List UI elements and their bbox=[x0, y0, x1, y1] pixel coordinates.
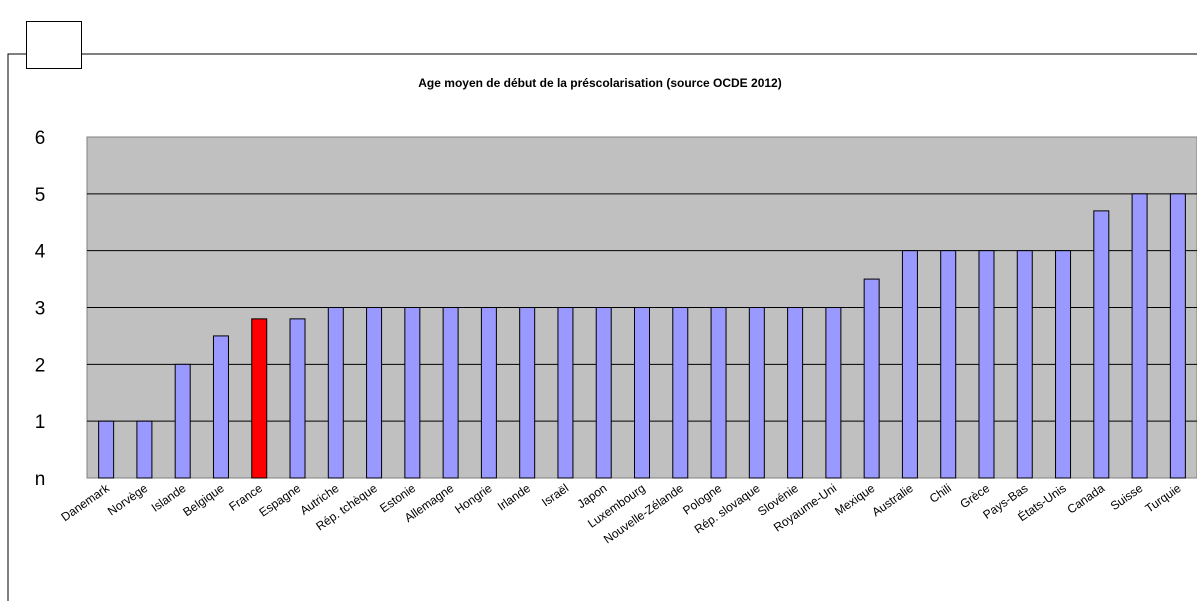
x-tick-label: Mexique bbox=[832, 481, 877, 519]
bar-Norvège bbox=[136, 420, 153, 479]
bars bbox=[98, 193, 1186, 479]
y-tick-label: 3 bbox=[35, 299, 46, 320]
x-tick-label: Hongrie bbox=[452, 481, 495, 517]
bar-Grèce bbox=[978, 250, 995, 479]
x-tick-label: Belgique bbox=[180, 481, 227, 519]
y-tick-label: 2 bbox=[35, 355, 46, 376]
bar-France bbox=[251, 318, 268, 479]
legend-box bbox=[26, 21, 82, 69]
bar-États-Unis bbox=[1055, 250, 1072, 479]
bar-Luxembourg bbox=[634, 307, 650, 479]
bar-Canada bbox=[1093, 210, 1110, 479]
bar-Irlande bbox=[519, 307, 536, 479]
chart-title: Age moyen de début de la préscolarisatio… bbox=[418, 76, 781, 90]
x-tick-label: Australie bbox=[869, 481, 916, 519]
x-tick-label: Israël bbox=[539, 481, 571, 509]
x-tick-label: Irlande bbox=[495, 481, 533, 514]
bar-Australie bbox=[901, 250, 918, 479]
bar-Turquie bbox=[1169, 193, 1186, 479]
y-tick-label: 4 bbox=[35, 242, 46, 263]
bar-Islande bbox=[174, 363, 191, 479]
x-tick-label: Norvège bbox=[105, 481, 150, 519]
bar-Rép. tchèque bbox=[366, 307, 383, 479]
bar-Nouvelle-Zélande bbox=[672, 307, 689, 479]
bar-Slovénie bbox=[787, 307, 804, 479]
x-tick-label: Rép. slovaque bbox=[692, 481, 763, 537]
bar-Danemark bbox=[98, 420, 115, 479]
bar-Chili bbox=[940, 250, 957, 479]
y-tick-label: n bbox=[35, 469, 46, 490]
bar-Hongrie bbox=[480, 307, 497, 479]
bar-Rép. slovaque bbox=[748, 307, 765, 479]
x-tick-label: Chili bbox=[927, 481, 954, 506]
x-tick-label: Danemark bbox=[58, 480, 112, 524]
bar-Mexique bbox=[863, 278, 880, 479]
x-tick-label: Turquie bbox=[1143, 481, 1184, 516]
bar-Japon bbox=[595, 307, 612, 479]
chart-border bbox=[7, 53, 1197, 601]
y-tick-label: 1 bbox=[35, 412, 46, 433]
bar-Allemagne bbox=[442, 307, 459, 479]
x-tick-label: Canada bbox=[1065, 481, 1108, 517]
y-axis-ticks: n 1 2 3 4 5 6 bbox=[35, 128, 46, 490]
bar-Israël bbox=[557, 307, 574, 479]
bar-Belgique bbox=[212, 335, 229, 479]
bar-Suisse bbox=[1131, 193, 1148, 479]
bar-Autriche bbox=[327, 307, 344, 479]
bar-Royaume-Uni bbox=[825, 307, 842, 479]
x-tick-label: Suisse bbox=[1108, 481, 1146, 513]
bar-Pays-Bas bbox=[1016, 250, 1033, 479]
bar-Estonie bbox=[404, 307, 421, 479]
bar-Pologne bbox=[710, 307, 727, 479]
y-tick-label: 5 bbox=[35, 185, 46, 206]
bar-Espagne bbox=[289, 318, 306, 479]
x-tick-label: Espagne bbox=[256, 481, 303, 520]
y-tick-label: 6 bbox=[35, 128, 46, 149]
